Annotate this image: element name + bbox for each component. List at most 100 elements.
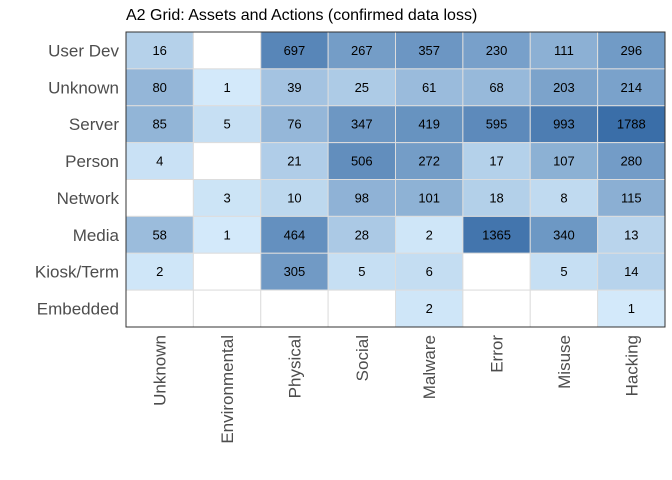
cell-value-label: 107	[553, 154, 575, 169]
cell-value-label: 1788	[617, 117, 646, 132]
cell-value-label: 993	[553, 117, 575, 132]
cell-value-label: 68	[489, 80, 503, 95]
heatmap-cell	[260, 289, 329, 328]
heatmap-cell	[395, 252, 464, 291]
cell-value-label: 203	[553, 80, 575, 95]
heatmap-cell	[192, 215, 262, 254]
cell-value-label: 506	[351, 154, 373, 169]
heatmap-cell	[327, 252, 396, 291]
cell-value-label: 21	[287, 154, 301, 169]
cell-value-label: 1	[223, 227, 230, 242]
cell-value-label: 419	[418, 117, 440, 132]
x-axis-labels: Unknown Environmental Physical Social Malwar…	[151, 335, 642, 444]
cell-value-label: 17	[489, 154, 503, 169]
heatmap-cell	[260, 252, 329, 291]
heatmap-cell	[260, 68, 329, 107]
cell-value-label: 5	[358, 264, 365, 279]
heatmap-cell	[529, 142, 599, 180]
cell-value-label: 3	[223, 190, 230, 205]
x-tick-label: Hacking	[622, 335, 641, 396]
cell-value-label: 305	[284, 264, 306, 279]
heatmap-cell	[462, 142, 531, 180]
cell-value-label: 16	[152, 43, 166, 58]
y-tick-label: Network	[57, 189, 120, 208]
cell-value-label: 6	[426, 264, 433, 279]
heatmap-cell	[529, 68, 599, 107]
heatmap-cell	[192, 252, 262, 291]
cell-value-label: 2	[426, 301, 433, 316]
chart-title: A2 Grid: Assets and Actions (confirmed d…	[126, 7, 477, 24]
y-tick-label: User Dev	[48, 41, 119, 60]
heatmap-cell	[192, 142, 262, 180]
cell-value-label: 18	[489, 190, 503, 205]
heatmap-cell	[395, 68, 464, 107]
heatmap-cell	[597, 179, 666, 217]
cell-value-label: 230	[486, 43, 508, 58]
cell-value-label: 1	[628, 301, 635, 316]
heatmap-cell	[327, 105, 396, 144]
cell-value-label: 5	[223, 117, 230, 132]
heatmap-cell	[260, 105, 329, 144]
cell-value-label: 14	[624, 264, 638, 279]
x-tick-label: Environmental	[218, 335, 237, 444]
cell-value-label: 280	[620, 154, 642, 169]
cell-value-label: 39	[287, 80, 301, 95]
heatmap-cell	[260, 31, 329, 70]
cell-value-label: 1	[223, 80, 230, 95]
heatmap-cell	[260, 215, 329, 254]
cell-value-label: 357	[418, 43, 440, 58]
cell-value-label: 595	[486, 117, 508, 132]
y-tick-label: Embedded	[37, 300, 119, 319]
heatmap-cell	[529, 105, 599, 144]
heatmap-cell	[125, 31, 194, 70]
cell-value-label: 272	[418, 154, 440, 169]
heatmap-cell	[529, 252, 599, 291]
cell-value-label: 28	[355, 227, 369, 242]
cell-value-label: 214	[620, 80, 642, 95]
plot-border	[125, 31, 666, 328]
cell-value-label: 5	[560, 264, 567, 279]
cell-value-label: 58	[152, 227, 166, 242]
cell-value-label: 2	[156, 264, 163, 279]
cell-value-label: 80	[152, 80, 166, 95]
heatmap-cell	[529, 289, 599, 328]
heatmap-cell	[192, 179, 262, 217]
y-tick-label: Kiosk/Term	[35, 263, 119, 282]
cell-value-label: 85	[152, 117, 166, 132]
cell-value-label: 267	[351, 43, 373, 58]
cell-value-label: 111	[554, 43, 574, 58]
cell-value-label: 8	[560, 190, 567, 205]
heatmap-cell	[597, 252, 666, 291]
cell-value-label: 25	[355, 80, 369, 95]
heatmap-cell	[192, 105, 262, 144]
cell-value-label: 347	[351, 117, 373, 132]
cell-value-label: 115	[621, 190, 642, 205]
cell-value-label: 76	[287, 117, 301, 132]
heatmap-cell	[597, 215, 666, 254]
cell-value-label: 101	[418, 190, 440, 205]
heatmap-cell	[462, 105, 531, 144]
heatmap-cell	[125, 252, 194, 291]
x-tick-label: Social	[353, 335, 372, 381]
y-tick-label: Person	[65, 152, 119, 171]
y-tick-label: Unknown	[48, 78, 119, 97]
y-tick-label: Media	[73, 226, 120, 245]
cell-value-label: 296	[620, 43, 642, 58]
x-tick-label: Error	[488, 335, 507, 373]
heatmap-cell	[462, 252, 531, 291]
x-tick-label: Unknown	[151, 335, 170, 406]
heatmap-cell	[192, 31, 262, 70]
cell-value-label: 13	[624, 227, 638, 242]
heatmap-cell	[462, 289, 531, 328]
heatmap-cell	[327, 289, 396, 328]
heatmap-cell	[462, 215, 531, 254]
x-tick-label: Malware	[420, 335, 439, 399]
heatmap-cell	[529, 31, 599, 70]
cell-value-label: 1365	[482, 227, 511, 242]
heatmap-cell	[125, 179, 194, 217]
cell-value-label: 697	[284, 43, 306, 58]
cell-value-label: 464	[284, 227, 306, 242]
cell-value-label: 2	[426, 227, 433, 242]
heatmap-cell	[192, 289, 262, 328]
